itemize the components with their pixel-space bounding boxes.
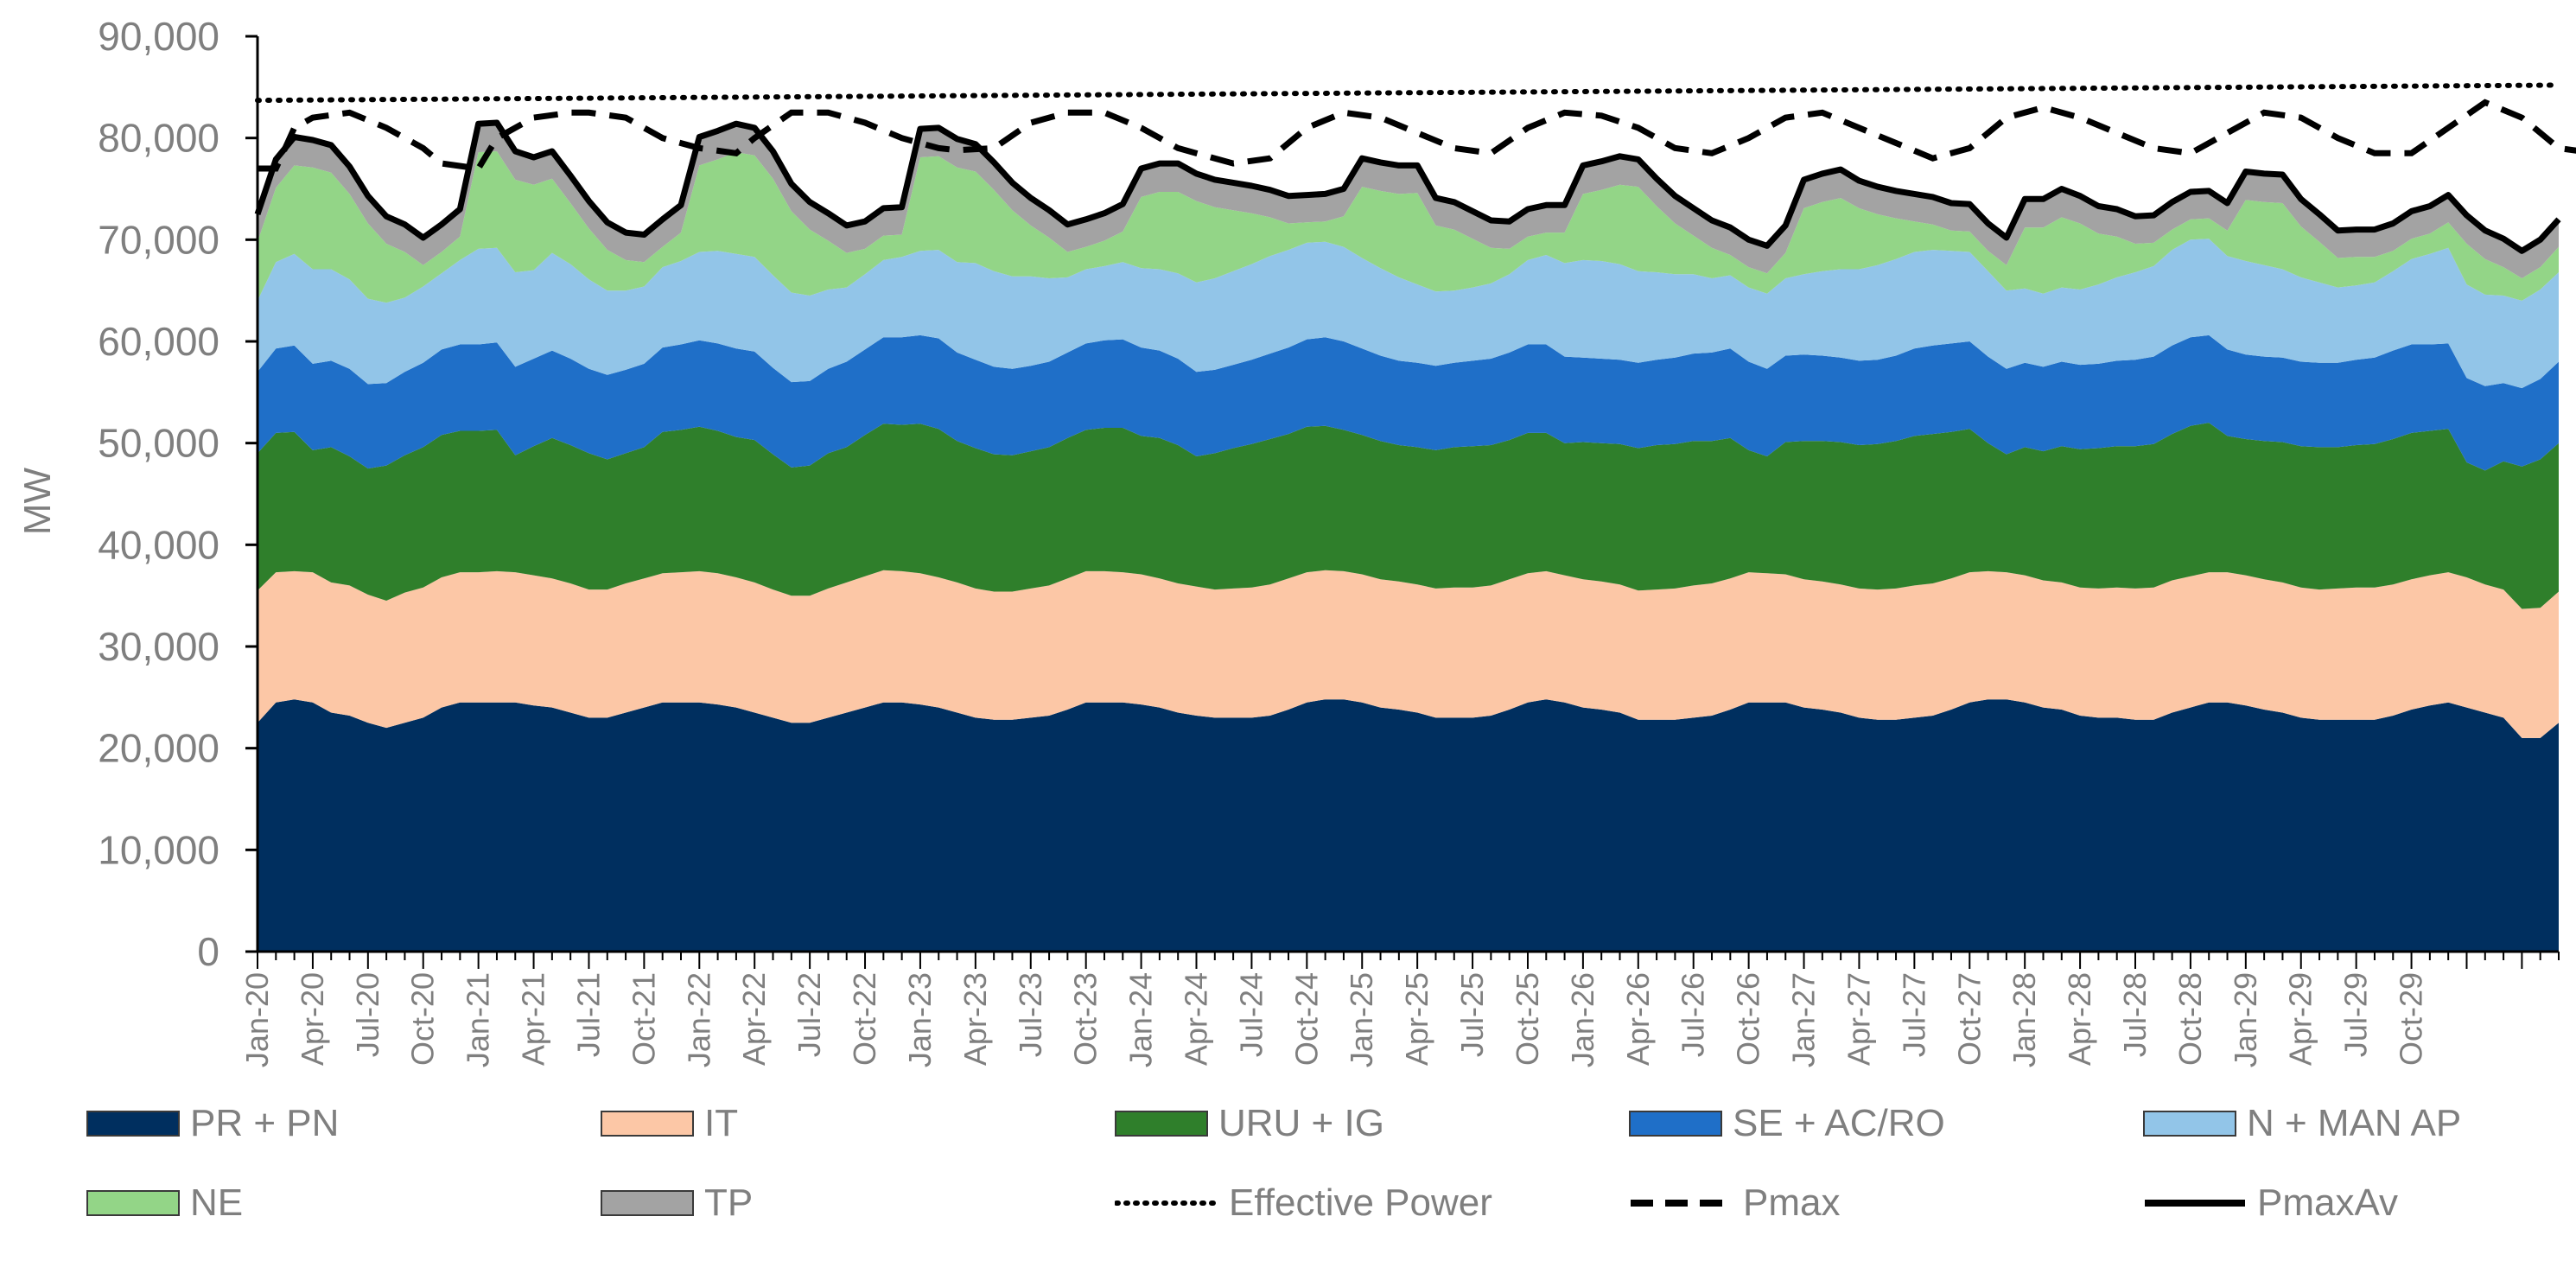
y-tick-label: 20,000: [98, 726, 219, 771]
x-tick-label: Apr-23: [957, 972, 993, 1066]
y-tick-label: 0: [197, 929, 219, 974]
x-tick-label: Jul-25: [1454, 972, 1490, 1057]
legend-label: URU + IG: [1218, 1102, 1384, 1144]
area-series-1: [258, 570, 2559, 738]
legend-swatch: [86, 1190, 180, 1216]
legend-item: N + MAN AP: [2143, 1098, 2461, 1150]
x-tick-label: Jul-28: [2117, 972, 2153, 1057]
x-tick-label: Oct-20: [405, 972, 441, 1066]
legend-label: NE: [190, 1181, 244, 1224]
line-pmaxav: [254, 119, 2561, 254]
legend-item: SE + AC/RO: [1629, 1098, 1945, 1150]
x-tick-labels: Jan-20 Apr-20 Jul-20 Oct-20 Jan-21 Apr-21 Jul-…: [239, 972, 2429, 1067]
legend-swatch: [86, 1111, 180, 1137]
legend-label: IT: [704, 1102, 739, 1144]
legend-swatch: [1629, 1111, 1722, 1137]
x-tick-label: Jan-28: [2007, 972, 2042, 1067]
x-tick-label: Oct-23: [1068, 972, 1104, 1066]
y-tick-labels: 0 10,000 20,000 30,000 40,000 50,000 60,000 70,…: [98, 14, 219, 974]
x-tick-label: Jan-21: [461, 972, 496, 1067]
x-tick-label: Jan-23: [902, 972, 938, 1067]
x-tick-label: Oct-29: [2394, 972, 2429, 1066]
legend-item: PmaxAv: [2143, 1177, 2398, 1229]
x-tick-label: Apr-28: [2062, 972, 2097, 1066]
area-series-5: [258, 151, 2559, 303]
x-tick-label: Jul-29: [2338, 972, 2374, 1057]
y-tick-label: 70,000: [98, 217, 219, 262]
x-tick-label: Jan-25: [1344, 972, 1379, 1067]
y-tick-label: 10,000: [98, 827, 219, 872]
x-tick-label: Oct-27: [1951, 972, 1987, 1066]
legend-line-swatch: [1631, 1200, 1731, 1207]
legend-swatch: [1115, 1111, 1208, 1137]
legend-line-swatch: [2145, 1200, 2245, 1207]
legend-item: Pmax: [1629, 1177, 1840, 1229]
x-tick-label: Oct-22: [847, 972, 882, 1066]
area-series-6: [258, 123, 2559, 278]
x-tick-label: Jan-24: [1123, 972, 1159, 1067]
y-tick-label: 90,000: [98, 14, 219, 59]
area-series-4: [258, 239, 2559, 389]
x-tick-label: Apr-29: [2283, 972, 2318, 1066]
x-tick-label: Apr-27: [1841, 972, 1876, 1066]
legend-label: TP: [704, 1181, 754, 1224]
x-tick-label: Jul-20: [350, 972, 385, 1057]
x-tick-label: Apr-25: [1399, 972, 1434, 1066]
area-series-2: [258, 423, 2559, 609]
x-tick-label: Jul-27: [1896, 972, 1931, 1057]
legend-swatch: [601, 1111, 694, 1137]
line-pmax: [258, 99, 2576, 172]
y-tick-label: 30,000: [98, 624, 219, 669]
legend-item: Effective Power: [1115, 1177, 1492, 1229]
x-tick-label: Jul-22: [792, 972, 827, 1057]
stacked-areas: [258, 123, 2559, 952]
legend-item: IT: [601, 1098, 738, 1150]
legend-swatch: [2143, 1111, 2236, 1137]
legend-item: PR + PN: [86, 1098, 339, 1150]
legend-label: N + MAN AP: [2247, 1102, 2462, 1144]
x-tick-label: Jan-27: [1786, 972, 1822, 1067]
x-tick-label: Jan-26: [1565, 972, 1600, 1067]
y-tick-label: 50,000: [98, 421, 219, 466]
area-series-0: [258, 699, 2559, 952]
x-tick-label: Jan-20: [239, 972, 275, 1067]
area-series-3: [258, 334, 2559, 471]
x-tick-label: Apr-21: [516, 972, 551, 1066]
legend-item: TP: [601, 1177, 753, 1229]
x-tick-label: Jul-24: [1233, 972, 1269, 1057]
legend-label: PR + PN: [190, 1102, 340, 1144]
legend: PR + PN IT URU + IG SE + AC/RO N + MAN AP NE T…: [0, 1098, 2576, 1253]
x-tick-label: Jan-29: [2228, 972, 2263, 1067]
legend-item: URU + IG: [1115, 1098, 1384, 1150]
x-tick-label: Apr-20: [295, 972, 330, 1066]
line-effective-power: [255, 82, 2561, 104]
legend-swatch: [601, 1190, 694, 1216]
legend-label: Pmax: [1743, 1181, 1841, 1224]
legend-label: Effective Power: [1229, 1181, 1492, 1224]
x-tick-label: Jul-21: [570, 972, 606, 1057]
x-tick-label: Jul-26: [1676, 972, 1711, 1057]
x-tick-label: Jan-22: [681, 972, 716, 1067]
x-tick-label: Apr-22: [736, 972, 772, 1066]
legend-line-swatch: [1115, 1200, 1218, 1206]
x-tick-label: Apr-26: [1620, 972, 1656, 1066]
y-tick-label: 60,000: [98, 319, 219, 364]
x-tick-label: Jul-23: [1013, 972, 1048, 1057]
x-tick-label: Oct-26: [1731, 972, 1766, 1066]
reference-lines: [254, 82, 2576, 254]
x-tick-label: Apr-24: [1179, 972, 1214, 1066]
x-tick-label: Oct-21: [626, 972, 661, 1066]
axes: [245, 35, 2560, 969]
y-axis-title: MW: [16, 467, 59, 535]
legend-item: NE: [86, 1177, 243, 1229]
x-tick-label: Oct-28: [2172, 972, 2208, 1066]
x-tick-label: Oct-25: [1510, 972, 1545, 1066]
y-tick-label: 80,000: [98, 116, 219, 161]
y-tick-label: 40,000: [98, 522, 219, 567]
legend-label: SE + AC/RO: [1733, 1102, 1945, 1144]
legend-label: PmaxAv: [2257, 1181, 2399, 1224]
x-tick-label: Oct-24: [1288, 972, 1324, 1066]
